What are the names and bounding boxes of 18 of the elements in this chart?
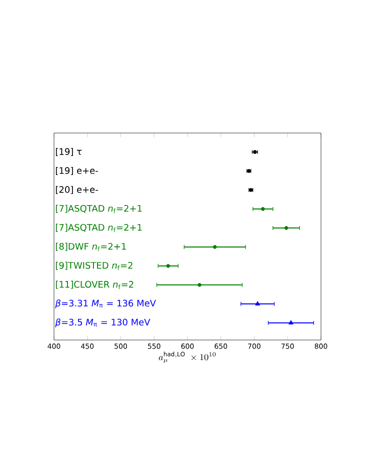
y-tick-label: [11]CLOVER n$_{f}$=2	[56, 280, 134, 290]
point	[255, 301, 260, 306]
point	[166, 264, 170, 268]
y-tick-label: [20] e+e-	[56, 186, 98, 194]
y-tick-label: [8]DWF n$_{f}$=2+1	[56, 242, 126, 252]
point	[261, 207, 265, 211]
y-tick-label: [7]ASQTAD n$_{f}$=2+1	[56, 204, 142, 214]
point	[284, 226, 288, 230]
y-tick-label: [9]TWISTED n$_{f}$=2	[56, 262, 132, 270]
point	[198, 283, 202, 287]
y-tick-label: [7]ASQTAD n$_{f}$=2+1	[56, 224, 142, 232]
point	[212, 245, 217, 249]
y-tick-label: [19] τ	[56, 148, 82, 156]
y-tick-label: β=3.31 M$_{π}$ = 136 MeV	[55, 300, 156, 308]
x-axis-title: $a_{\mu}^{\mathrm{had,LO}}\;\times10^{10}$	[158, 352, 216, 363]
point	[288, 320, 294, 324]
y-tick-label: β=3.5 M$_{π}$ = 130 MeV	[55, 318, 150, 328]
y-tick-label: [19] e+e-	[56, 166, 98, 175]
